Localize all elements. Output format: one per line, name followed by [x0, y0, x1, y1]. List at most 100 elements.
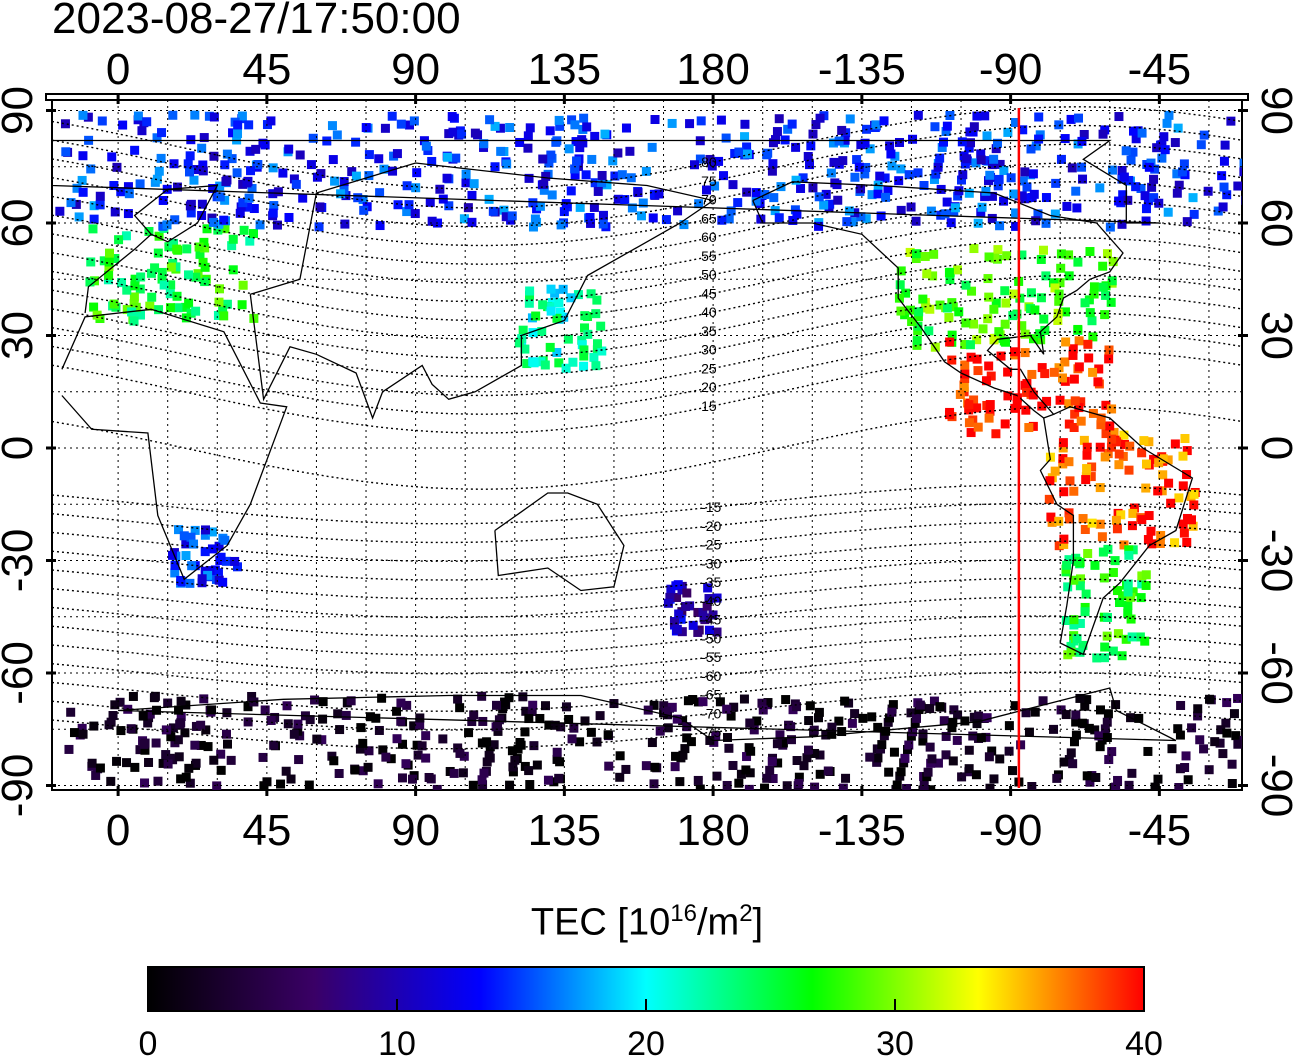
magnetic-latitude-label: 60 — [701, 229, 717, 245]
colorbar: 0 10 20 30 40 — [139, 966, 1163, 1057]
magnetic-latitude-contour — [52, 106, 1242, 190]
right-lat-tick-label: 90 — [1252, 86, 1294, 135]
magnetic-latitude-contour — [52, 218, 1242, 303]
bottom-lon-tick-label: -45 — [1128, 806, 1192, 855]
bottom-lon-tick-label: 180 — [676, 806, 749, 855]
magnetic-latitude-contour — [52, 652, 1242, 694]
left-lat-tick-label: 60 — [0, 199, 42, 248]
magnetic-latitude-contour — [52, 709, 1242, 750]
tec-region — [55, 110, 1242, 232]
magnetic-latitude-label: 50 — [701, 267, 717, 283]
magnetic-latitude-label: -45 — [701, 612, 721, 628]
bottom-lon-tick-label: 0 — [106, 806, 130, 855]
right-lat-tick-label: -60 — [1252, 641, 1294, 705]
left-lat-tick-label: -60 — [0, 641, 42, 705]
magnetic-latitude-contour — [52, 274, 1242, 359]
right-lat-tick-label: 30 — [1252, 311, 1294, 360]
colorbar-tick-label: 0 — [139, 1025, 158, 1057]
magnetic-latitude-contour — [52, 577, 1242, 619]
magnetic-latitude-label: 45 — [701, 285, 717, 301]
bottom-lon-tick-label: 90 — [391, 806, 440, 855]
top-lon-tick-label: -135 — [818, 45, 906, 94]
magnetic-latitude-contour — [52, 540, 1242, 581]
magnetic-latitude-label: 80 — [701, 154, 717, 170]
magnetic-latitude-contour — [52, 331, 1242, 415]
top-lon-tick-label: -90 — [979, 45, 1043, 94]
magnetic-latitude-contour — [52, 349, 1242, 434]
timestamp-title: 2023-08-27/17:50:00 — [52, 0, 461, 43]
magnetic-latitude-contour — [52, 293, 1242, 378]
magnetic-latitude-label: -55 — [701, 649, 721, 665]
bottom-lon-tick-label: 135 — [528, 806, 601, 855]
colorbar-tick-label: 30 — [876, 1025, 914, 1057]
magnetic-latitude-contour — [52, 199, 1242, 284]
magnetic-latitude-label: -20 — [701, 518, 721, 534]
magnetic-latitude-contour — [52, 559, 1242, 600]
colorbar-label: TEC [1016/m2] — [530, 900, 764, 944]
magnetic-latitude-label: 20 — [701, 379, 717, 395]
magnetic-latitude-label: 35 — [701, 323, 717, 339]
bottom-lon-tick-label: 45 — [242, 806, 291, 855]
tec-region — [1044, 430, 1200, 551]
top-lon-tick-label: 135 — [528, 45, 601, 94]
tec-region — [663, 580, 722, 637]
magnetic-latitude-contour — [52, 502, 1242, 544]
coastline — [249, 162, 715, 420]
magnetic-latitude-label: -40 — [701, 593, 721, 609]
colorbar-tick-label: 20 — [627, 1025, 665, 1057]
colorbar-tick-label: 10 — [378, 1025, 416, 1057]
left-lat-tick-label: 0 — [0, 436, 42, 460]
magnetic-latitude-contour — [52, 690, 1242, 731]
magnetic-latitude-label: -65 — [701, 687, 721, 703]
magnetic-latitude-label: -75 — [701, 724, 721, 740]
magnetic-latitude-label: -15 — [701, 499, 721, 515]
magnetic-latitude-contour — [52, 237, 1242, 322]
magnetic-latitude-contour — [52, 521, 1242, 562]
coastline — [494, 492, 625, 592]
coastline — [52, 139, 1160, 224]
left-lat-tick-label: -30 — [0, 529, 42, 593]
magnetic-latitude-contour — [52, 634, 1242, 675]
bottom-lon-tick-label: -90 — [979, 806, 1043, 855]
magnetic-latitude-label: 40 — [701, 304, 717, 320]
top-lon-tick-label: -45 — [1128, 45, 1192, 94]
magnetic-latitude-contour — [52, 162, 1242, 247]
left-lat-tick-label: 90 — [0, 86, 42, 135]
magnetic-latitude-label: 55 — [701, 248, 717, 264]
right-lat-tick-label: -90 — [1252, 754, 1294, 818]
magnetic-latitude-contour — [52, 143, 1242, 228]
magnetic-latitude-contour — [52, 484, 1242, 525]
top-lon-tick-label: 90 — [391, 45, 440, 94]
tec-region — [1061, 544, 1151, 663]
magnetic-latitude-contour — [52, 671, 1242, 712]
magnetic-latitude-contour — [52, 615, 1242, 656]
coastline — [118, 687, 1177, 742]
magnetic-latitude-contour — [52, 596, 1242, 637]
magnetic-latitude-label: 75 — [701, 173, 717, 189]
magnetic-latitude-label: 25 — [701, 360, 717, 376]
top-lon-tick-label: 0 — [106, 45, 130, 94]
tec-region — [168, 525, 242, 588]
magnetic-latitude-contour — [52, 256, 1242, 340]
top-lon-tick-label: 180 — [676, 45, 749, 94]
map-frame — [51, 99, 1243, 791]
left-lat-tick-label: -90 — [0, 754, 42, 818]
magnetic-latitude-contour — [52, 312, 1242, 397]
magnetic-latitude-label: 65 — [701, 210, 717, 226]
tec-map: 80 75 70 65 60 55 50 45 40 35 30 25 20 15 -15 -20 -25 -30… — [0, 45, 1294, 855]
left-lat-tick-label: 30 — [0, 311, 42, 360]
colorbar-tick-label: 40 — [1125, 1025, 1163, 1057]
right-lat-tick-label: -30 — [1252, 529, 1294, 593]
magnetic-latitude-label: -70 — [701, 705, 721, 721]
magnetic-latitude-label: -50 — [701, 630, 721, 646]
magnetic-latitude-label: 30 — [701, 342, 717, 358]
magnetic-latitude-label: 70 — [701, 192, 717, 208]
magnetic-latitude-contour — [52, 124, 1242, 209]
magnetic-latitude-label: 15 — [701, 398, 717, 414]
top-lon-tick-label: 45 — [242, 45, 291, 94]
magnetic-latitude-label: -30 — [701, 555, 721, 571]
bottom-lon-tick-label: -135 — [818, 806, 906, 855]
magnetic-latitude-label: -25 — [701, 537, 721, 553]
magnetic-latitude-label: -35 — [701, 574, 721, 590]
magnetic-latitude-label: -60 — [701, 668, 721, 684]
